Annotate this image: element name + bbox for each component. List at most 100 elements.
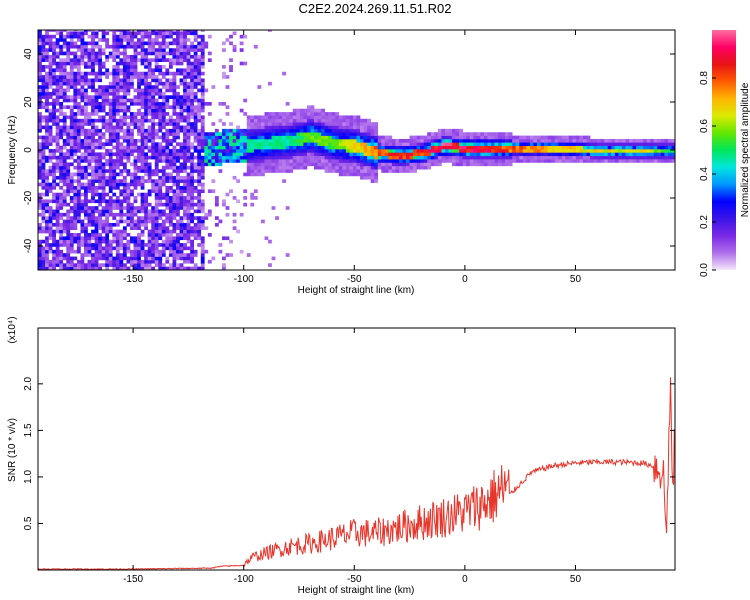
spectrogram-cell [505, 159, 509, 163]
spectrogram-cell [176, 209, 180, 214]
spectrogram-cell [374, 128, 379, 133]
x-tick-label: -100 [234, 274, 254, 285]
spectrogram-cell [172, 61, 177, 66]
spectrogram-cell [73, 58, 78, 62]
spectrogram-cell [310, 128, 315, 133]
spectrogram-cell [413, 142, 417, 146]
spectrogram-cell [140, 246, 145, 251]
spectrogram-cell [232, 142, 237, 146]
spectrogram-cell [292, 112, 297, 116]
y-tick-label: 0.5 [23, 516, 34, 530]
spectrogram-cell [289, 162, 294, 167]
spectrogram-cell [406, 149, 410, 153]
spectrogram-cell [112, 263, 117, 267]
spectrogram-cell [66, 246, 71, 251]
snr-series-line [38, 377, 675, 570]
spectrogram-cell [296, 118, 301, 123]
spectrogram-cell [653, 145, 658, 150]
spectrogram-cell [144, 145, 149, 150]
spectrogram-cell [193, 186, 198, 190]
spectrogram-cell [52, 209, 56, 214]
spectrogram-cell [168, 159, 173, 163]
spectrogram-cell [575, 135, 580, 140]
spectrogram-cell [367, 118, 371, 123]
spectrogram-cell [374, 145, 379, 150]
spectrogram-cell [342, 172, 347, 177]
spectrogram-cell [154, 145, 159, 150]
spectrogram-cell [494, 152, 499, 157]
spectrogram-cell [416, 155, 421, 160]
spectrogram-cell [314, 112, 318, 116]
spectrogram-cell [66, 216, 71, 220]
spectrogram-cell [190, 125, 195, 130]
spectrogram-cell [147, 236, 152, 241]
spectrogram-cell [207, 259, 212, 264]
spectrogram-cell [335, 162, 340, 167]
spectrogram-cell [264, 149, 269, 153]
spectrogram-cell [200, 239, 205, 244]
spectrogram-cell [257, 152, 262, 157]
spectrogram-cell [533, 159, 538, 163]
spectrogram-cell [94, 175, 99, 180]
spectrogram-cell [558, 155, 563, 160]
spectrogram-cell [133, 75, 138, 79]
spectrogram-cell [101, 196, 106, 200]
spectrogram-cell [112, 95, 117, 99]
spectrogram-cell [115, 128, 120, 133]
spectrogram-cell [222, 159, 226, 163]
spectrogram-cell [137, 118, 141, 123]
spectrogram-cell [437, 135, 442, 140]
spectrogram-cell [91, 38, 95, 42]
spectrogram-cell [168, 85, 173, 89]
spectrogram-cell [582, 142, 587, 146]
spectrogram-cell [108, 155, 113, 160]
spectrogram-cell [278, 122, 283, 126]
spectrogram-cell [264, 159, 269, 163]
spectrogram-cell [296, 165, 301, 170]
spectrogram-cell [416, 138, 421, 143]
spectrogram-cell [130, 34, 134, 39]
spectrogram-cell [91, 71, 95, 76]
spectrogram-cell [38, 142, 42, 146]
spectrogram-cell [165, 212, 170, 217]
spectrogram-cell [420, 142, 425, 146]
spectrogram-cell [494, 155, 499, 160]
spectrogram-cell [101, 162, 106, 167]
spectrogram-cell [45, 246, 49, 251]
spectrogram-cell [59, 206, 64, 210]
spectrogram-cell [62, 38, 67, 42]
spectrogram-cell [268, 135, 272, 140]
spectrogram-cell [183, 259, 187, 264]
spectrogram-cell [236, 155, 241, 160]
spectrogram-cell [137, 256, 141, 261]
spectrogram-cell [151, 222, 156, 227]
spectrogram-cell [41, 165, 46, 170]
spectrogram-cell [126, 202, 131, 207]
spectrogram-cell [667, 149, 672, 153]
spectrogram-cell [108, 44, 113, 49]
spectrogram-cell [349, 128, 354, 133]
spectrogram-cell [161, 243, 166, 247]
spectrogram-cell [487, 138, 492, 143]
spectrogram-cell [448, 128, 453, 133]
spectrogram-cell [200, 209, 205, 214]
spectrogram-cell [55, 253, 60, 257]
spectrogram-cell [246, 155, 251, 160]
spectrogram-cell [133, 41, 138, 46]
spectrogram-cell [310, 145, 315, 150]
spectrogram-cell [80, 186, 85, 190]
spectrogram-cell [657, 152, 662, 157]
spectrogram-cell [299, 149, 304, 153]
spectrogram-cell [179, 236, 184, 241]
spectrogram-cell [137, 263, 141, 267]
spectrogram-cell [147, 229, 152, 234]
spectrogram-cell [161, 51, 166, 56]
spectrogram-cell [140, 192, 145, 197]
spectrogram-cell [108, 132, 113, 136]
spectrogram-cell [59, 169, 64, 173]
spectrogram-cell [321, 125, 325, 130]
spectrogram-cell [144, 169, 149, 173]
spectrogram-cell [321, 165, 325, 170]
spectrogram-cell [76, 128, 81, 133]
spectrogram-cell [130, 81, 134, 86]
